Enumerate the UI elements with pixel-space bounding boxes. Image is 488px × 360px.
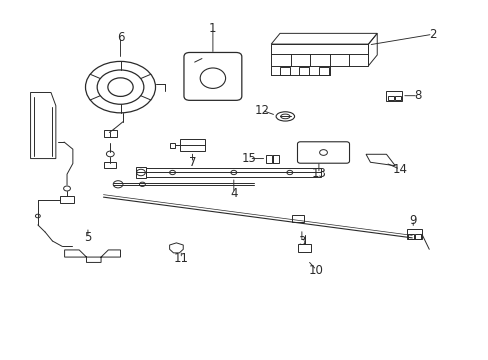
Text: 13: 13 bbox=[311, 167, 325, 180]
Bar bbox=[414, 234, 420, 239]
Text: 11: 11 bbox=[173, 252, 188, 265]
Bar bbox=[318, 67, 328, 75]
Bar bbox=[146, 168, 321, 177]
Text: 14: 14 bbox=[392, 163, 407, 176]
Text: 2: 2 bbox=[428, 28, 435, 41]
Text: 6: 6 bbox=[117, 31, 124, 44]
Text: 7: 7 bbox=[188, 156, 196, 169]
Bar bbox=[60, 196, 74, 203]
Bar bbox=[169, 143, 175, 148]
Text: 9: 9 bbox=[408, 213, 416, 226]
Text: 5: 5 bbox=[84, 231, 91, 244]
Bar bbox=[266, 155, 272, 163]
Bar bbox=[387, 96, 394, 100]
Bar bbox=[299, 67, 308, 75]
Bar bbox=[407, 229, 421, 239]
Text: 15: 15 bbox=[242, 152, 256, 165]
Bar bbox=[272, 155, 279, 163]
Bar bbox=[280, 67, 289, 75]
Text: 12: 12 bbox=[254, 104, 269, 117]
Bar bbox=[394, 96, 400, 100]
Bar bbox=[104, 162, 116, 168]
Text: 10: 10 bbox=[308, 264, 323, 276]
Bar bbox=[407, 234, 413, 239]
Bar bbox=[180, 139, 204, 152]
Bar bbox=[104, 130, 116, 137]
Bar bbox=[297, 244, 310, 252]
Bar bbox=[291, 215, 303, 222]
Text: 4: 4 bbox=[229, 187, 237, 200]
Text: 3: 3 bbox=[298, 235, 305, 248]
Bar bbox=[386, 91, 401, 102]
Text: 1: 1 bbox=[209, 22, 216, 35]
Bar bbox=[135, 167, 146, 178]
Text: 8: 8 bbox=[413, 89, 421, 102]
